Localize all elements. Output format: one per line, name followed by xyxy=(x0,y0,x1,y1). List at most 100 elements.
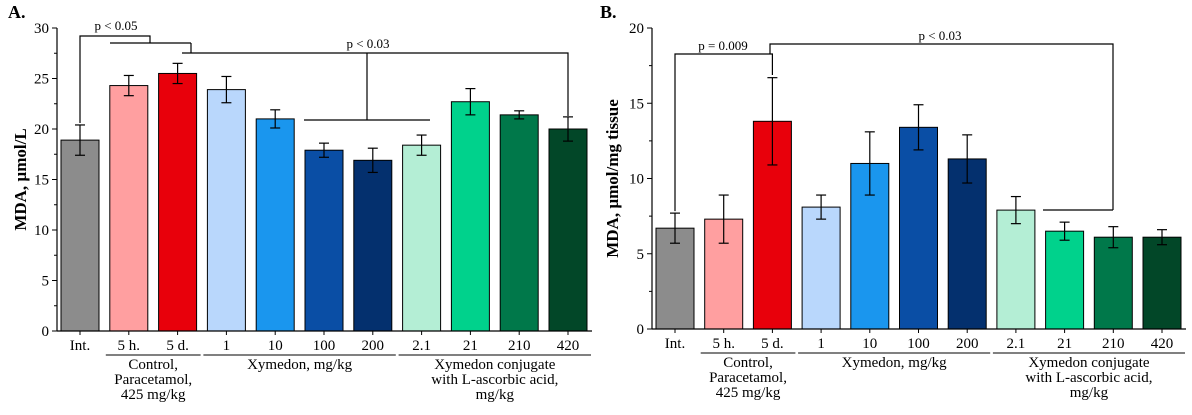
y-tick-label: 25 xyxy=(34,72,49,88)
x-tick-label: 420 xyxy=(1151,336,1174,352)
error-bar xyxy=(1108,226,1119,249)
group-label: Paracetamol, xyxy=(114,372,192,388)
x-tick-label: 200 xyxy=(362,338,385,354)
y-tick-label: 0 xyxy=(637,322,645,338)
bar xyxy=(158,72,198,332)
bar xyxy=(947,158,987,330)
x-tick-label: 210 xyxy=(508,338,531,354)
group-label: mg/kg xyxy=(1070,385,1109,401)
y-tick-label: 0 xyxy=(42,324,50,340)
x-tick-label: 21 xyxy=(1057,336,1072,352)
group-label: Control, xyxy=(128,357,178,373)
error-bar xyxy=(816,194,827,220)
error-bar xyxy=(367,147,378,174)
error-bar xyxy=(864,131,875,196)
bar xyxy=(996,209,1036,330)
x-tick-label: 21 xyxy=(463,338,478,354)
group-label: Paracetamol, xyxy=(709,370,787,386)
bar xyxy=(655,227,695,330)
error-bar xyxy=(319,142,329,158)
x-tick-label: 100 xyxy=(907,336,930,352)
x-tick-label: 420 xyxy=(557,338,580,354)
group-label: with L-ascorbic acid, xyxy=(431,372,558,388)
y-tick-label: 15 xyxy=(629,96,644,112)
p-value-annotation-1: p = 0.009 xyxy=(698,38,748,53)
x-tick-label: 1 xyxy=(223,338,231,354)
bar xyxy=(548,128,588,332)
error-bar xyxy=(962,134,973,184)
x-tick-label: 10 xyxy=(862,336,877,352)
x-tick-label: 1 xyxy=(817,336,825,352)
error-bar xyxy=(270,109,281,129)
bar xyxy=(109,85,149,332)
error-bar xyxy=(1010,195,1021,225)
bar xyxy=(206,89,246,332)
error-bar xyxy=(563,116,573,142)
x-tick-label: Int. xyxy=(70,338,90,354)
bar xyxy=(1045,230,1085,330)
x-tick-label: 10 xyxy=(268,338,283,354)
panel-b: B. 0 5 10 15 20 MDA, µmol/mg tissue Int. 5 h. 5 d… xyxy=(600,2,1186,401)
p-value-annotation-2: p < 0.03 xyxy=(346,36,389,51)
x-tick-label: 5 d. xyxy=(761,336,784,352)
x-tick-label: 200 xyxy=(956,336,979,352)
significance-bracket xyxy=(769,43,1114,210)
error-bar xyxy=(1157,229,1167,246)
y-tick-label: 30 xyxy=(34,21,49,37)
y-axis-label: MDA, µmol/L xyxy=(11,128,30,230)
group-label: Xymedon, mg/kg xyxy=(247,357,352,373)
error-bar xyxy=(465,87,476,116)
error-bar xyxy=(913,104,924,151)
significance-bracket xyxy=(79,35,151,123)
y-tick-label: 10 xyxy=(629,172,644,188)
panel-a: A. 0 5 10 15 20 25 30 MDA, µmol/L Int. 5 h. 5 d. 1 10… xyxy=(8,2,592,403)
bar xyxy=(899,126,938,330)
error-bar xyxy=(172,62,183,85)
group-label: Control, xyxy=(723,355,773,371)
p-value-annotation-2: p < 0.03 xyxy=(918,28,961,43)
group-label: mg/kg xyxy=(476,387,515,403)
bar xyxy=(353,159,393,332)
group-label: Xymedon, mg/kg xyxy=(842,355,947,371)
error-bar xyxy=(221,75,232,104)
bar xyxy=(402,144,442,332)
y-tick-label: 10 xyxy=(34,223,49,239)
bar xyxy=(1093,236,1133,330)
bar xyxy=(304,149,344,332)
bar xyxy=(255,118,295,332)
error-bar xyxy=(1059,221,1070,241)
error-bar xyxy=(767,77,778,166)
group-label: with L-ascorbic acid, xyxy=(1025,370,1152,386)
panel-label: B. xyxy=(600,2,617,22)
x-tick-label: 5 h. xyxy=(712,336,735,352)
x-tick-label: Int. xyxy=(665,336,685,352)
group-label: Xymedon conjugate xyxy=(434,357,556,373)
y-tick-label: 5 xyxy=(637,247,645,263)
y-tick-label: 20 xyxy=(629,21,644,37)
bar xyxy=(801,206,841,330)
significance-bracket xyxy=(182,52,569,116)
y-tick-label: 5 xyxy=(42,274,50,290)
error-bar xyxy=(123,74,134,97)
y-axis-label: MDA, µmol/mg tissue xyxy=(603,99,622,258)
bar xyxy=(1142,236,1182,330)
error-bar xyxy=(718,194,729,244)
error-bar xyxy=(514,110,525,120)
error-bar xyxy=(670,212,680,244)
x-tick-label: 5 h. xyxy=(118,338,141,354)
x-tick-label: 2.1 xyxy=(1007,336,1026,352)
bar xyxy=(499,114,539,332)
panel-label: A. xyxy=(8,2,26,22)
group-label: Xymedon conjugate xyxy=(1028,355,1150,371)
bar xyxy=(60,139,100,332)
x-tick-label: 100 xyxy=(313,338,336,354)
p-value-annotation-1: p < 0.05 xyxy=(94,18,137,33)
x-tick-label: 210 xyxy=(1102,336,1125,352)
error-bar xyxy=(75,124,85,156)
significance-bracket xyxy=(674,53,774,212)
bar xyxy=(450,101,490,332)
x-tick-label: 5 d. xyxy=(166,338,189,354)
group-label: 425 mg/kg xyxy=(121,387,186,403)
y-tick-label: 15 xyxy=(34,173,49,189)
